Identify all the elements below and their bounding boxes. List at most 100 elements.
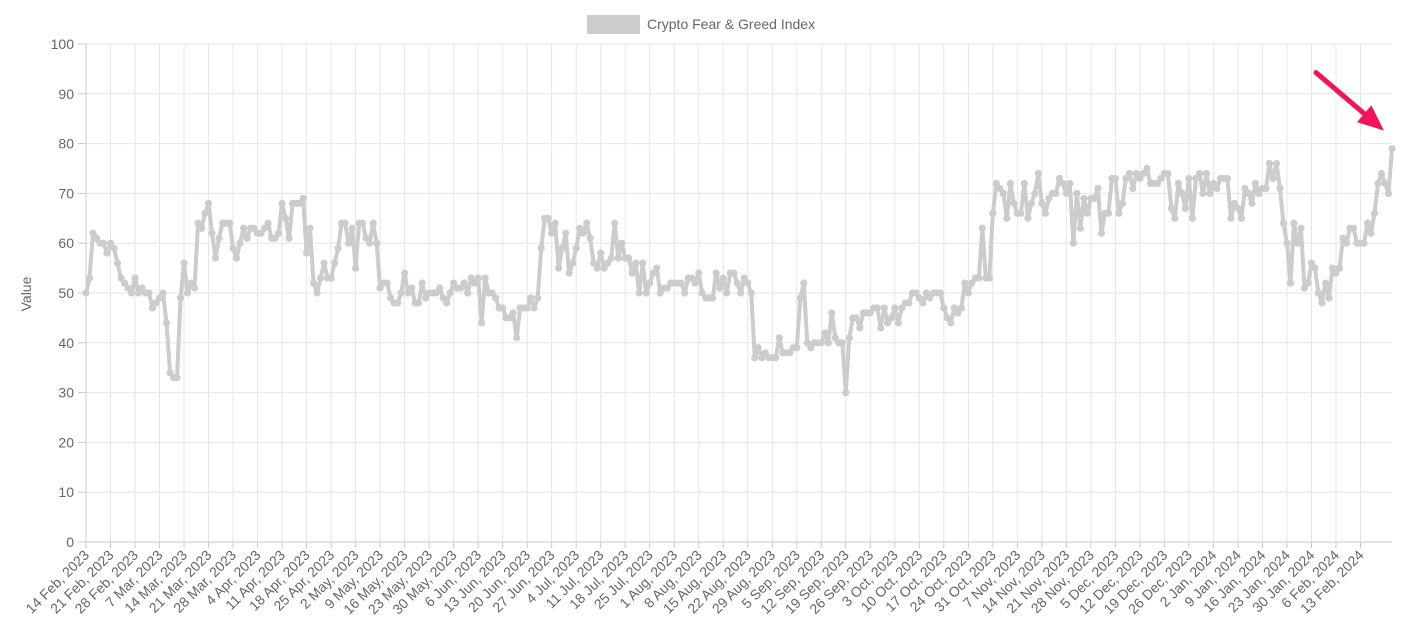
data-point[interactable]	[436, 284, 444, 292]
data-point[interactable]	[1230, 199, 1239, 207]
data-point[interactable]	[131, 274, 139, 282]
data-point[interactable]	[285, 234, 293, 242]
data-point[interactable]	[309, 279, 318, 287]
data-point[interactable]	[243, 234, 251, 242]
data-point[interactable]	[775, 334, 783, 342]
data-point[interactable]	[281, 214, 290, 222]
data-point[interactable]	[873, 304, 881, 312]
data-point[interactable]	[989, 209, 997, 217]
data-point[interactable]	[1342, 239, 1351, 247]
data-point[interactable]	[551, 219, 559, 227]
data-point[interactable]	[1076, 224, 1084, 232]
data-point[interactable]	[180, 259, 188, 267]
data-point[interactable]	[1111, 174, 1119, 183]
data-point[interactable]	[197, 224, 206, 232]
data-point[interactable]	[1136, 174, 1144, 183]
data-point[interactable]	[1104, 209, 1112, 217]
data-point[interactable]	[415, 299, 423, 307]
data-point[interactable]	[579, 229, 587, 237]
data-point[interactable]	[555, 264, 563, 272]
data-point[interactable]	[460, 279, 468, 287]
data-point[interactable]	[1090, 194, 1098, 202]
data-point[interactable]	[1367, 229, 1375, 237]
data-point[interactable]	[1213, 184, 1221, 193]
data-point[interactable]	[1059, 179, 1067, 188]
data-point[interactable]	[691, 279, 699, 287]
data-point[interactable]	[82, 289, 90, 297]
data-point[interactable]	[492, 294, 500, 302]
data-point[interactable]	[632, 259, 640, 267]
data-point[interactable]	[747, 289, 755, 297]
data-point[interactable]	[359, 219, 367, 227]
data-point[interactable]	[232, 254, 241, 262]
data-point[interactable]	[316, 274, 325, 282]
data-point[interactable]	[173, 374, 181, 382]
data-point[interactable]	[1290, 219, 1298, 227]
data-point[interactable]	[295, 199, 304, 207]
data-point[interactable]	[362, 234, 370, 242]
data-point[interactable]	[1115, 209, 1123, 217]
data-point[interactable]	[1363, 219, 1372, 227]
data-point[interactable]	[796, 294, 804, 302]
data-point[interactable]	[1360, 239, 1368, 247]
data-point[interactable]	[341, 219, 349, 227]
data-point[interactable]	[1248, 199, 1256, 207]
data-point[interactable]	[898, 304, 906, 312]
data-point[interactable]	[1199, 189, 1207, 197]
data-point[interactable]	[138, 284, 146, 292]
data-point[interactable]	[950, 304, 958, 312]
data-point[interactable]	[302, 249, 311, 257]
data-point[interactable]	[499, 304, 507, 312]
data-point[interactable]	[1314, 289, 1323, 297]
data-point[interactable]	[366, 239, 374, 247]
data-point[interactable]	[1321, 279, 1330, 287]
data-point[interactable]	[260, 224, 269, 232]
data-point[interactable]	[1279, 219, 1288, 227]
data-point[interactable]	[807, 344, 815, 352]
data-point[interactable]	[936, 289, 944, 297]
data-point[interactable]	[831, 334, 839, 342]
data-point[interactable]	[1118, 199, 1126, 207]
data-point[interactable]	[422, 294, 430, 302]
data-point[interactable]	[716, 284, 724, 292]
data-point[interactable]	[1020, 179, 1028, 188]
data-point[interactable]	[954, 309, 962, 317]
data-point[interactable]	[204, 199, 213, 207]
data-point[interactable]	[842, 389, 850, 397]
data-point[interactable]	[481, 274, 489, 282]
data-point[interactable]	[1237, 214, 1246, 222]
data-point[interactable]	[947, 319, 955, 327]
data-point[interactable]	[229, 244, 237, 252]
data-point[interactable]	[1269, 174, 1277, 183]
data-point[interactable]	[712, 269, 720, 277]
data-point[interactable]	[800, 279, 808, 287]
data-point[interactable]	[162, 319, 171, 327]
data-point[interactable]	[992, 179, 1000, 188]
data-point[interactable]	[278, 199, 286, 207]
data-point[interactable]	[155, 294, 164, 302]
data-point[interactable]	[957, 304, 965, 312]
data-point[interactable]	[695, 269, 703, 277]
data-point[interactable]	[1080, 194, 1088, 202]
data-point[interactable]	[369, 219, 377, 227]
data-point[interactable]	[628, 269, 636, 277]
data-point[interactable]	[919, 299, 927, 307]
data-point[interactable]	[401, 269, 409, 277]
data-point[interactable]	[961, 279, 969, 287]
data-point[interactable]	[915, 294, 923, 302]
data-point[interactable]	[940, 304, 948, 312]
data-point[interactable]	[625, 254, 633, 262]
data-point[interactable]	[334, 244, 342, 252]
data-point[interactable]	[1293, 239, 1302, 247]
data-point[interactable]	[677, 279, 685, 287]
data-point[interactable]	[845, 334, 853, 342]
data-point[interactable]	[1325, 294, 1333, 302]
data-point[interactable]	[1332, 269, 1340, 277]
data-point[interactable]	[614, 254, 622, 262]
data-point[interactable]	[152, 299, 160, 307]
data-point[interactable]	[978, 224, 986, 232]
data-point[interactable]	[828, 309, 836, 317]
data-point[interactable]	[968, 279, 976, 287]
data-point[interactable]	[1122, 174, 1130, 183]
data-point[interactable]	[450, 279, 458, 287]
